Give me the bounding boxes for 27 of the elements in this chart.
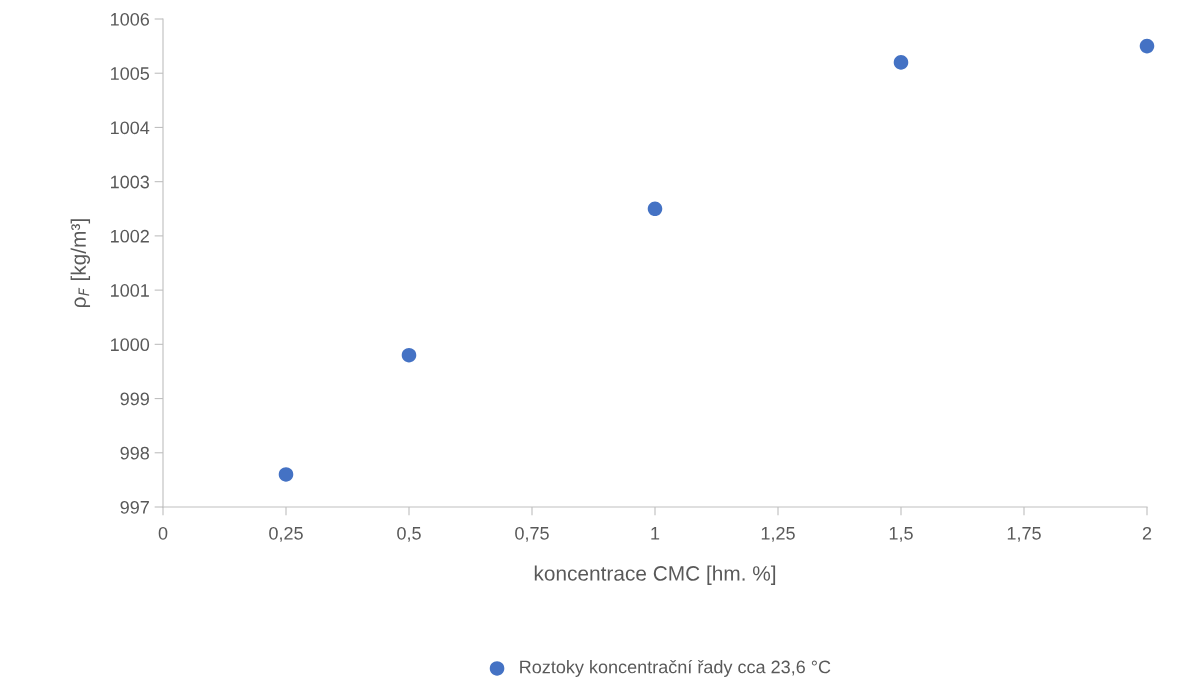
y-tick-label: 1005 (111, 67, 150, 80)
y-tick-label: 1002 (111, 229, 149, 243)
x-tick-label: 2 (1142, 526, 1152, 540)
y-tick-label: 1000 (111, 338, 150, 352)
y-tick-label: 1004 (111, 121, 150, 135)
y-tick-label: 998 (120, 446, 150, 460)
x-tick-label: 1,5 (889, 527, 913, 542)
x-tick-label: 0,5 (397, 526, 421, 542)
y-axis-title: ρ$_{F}$ [kg/m³] (70, 219, 91, 307)
x-tick-label: 1 (651, 527, 660, 540)
y-tick-label: 1001 (111, 284, 149, 297)
point (1139, 38, 1155, 54)
y-tick-label: 997 (120, 500, 149, 514)
point (893, 55, 909, 70)
point (278, 467, 294, 482)
legend-label: Roztoky koncentrační řady cca 23,6 °C (520, 659, 831, 677)
point (401, 347, 417, 363)
y-tick-label: 1003 (111, 175, 150, 189)
x-axis-title: koncentrace CMC [hm. %] (534, 565, 776, 585)
point (647, 201, 663, 217)
x-tick-label: 0 (158, 526, 168, 540)
x-tick-label: 0,25 (269, 526, 303, 542)
y-tick-label: 999 (120, 392, 149, 406)
x-tick-label: 1,75 (1007, 527, 1041, 542)
y-tick-label: 1006 (111, 12, 150, 26)
x-tick-label: 1,25 (761, 526, 795, 542)
x-tick-label: 0,75 (515, 526, 549, 542)
